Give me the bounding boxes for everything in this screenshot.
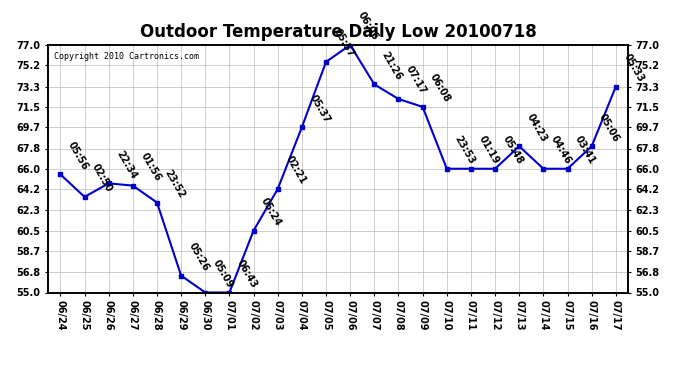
- Text: 02:21: 02:21: [284, 154, 308, 186]
- Text: 05:57: 05:57: [332, 27, 356, 59]
- Text: 05:24: 05:24: [259, 196, 284, 228]
- Text: 05:09: 05:09: [211, 258, 235, 290]
- Text: 05:26: 05:26: [187, 241, 211, 273]
- Text: 04:23: 04:23: [525, 112, 549, 144]
- Text: Copyright 2010 Cartronics.com: Copyright 2010 Cartronics.com: [54, 53, 199, 62]
- Text: 02:50: 02:50: [90, 162, 115, 194]
- Title: Outdoor Temperature Daily Low 20100718: Outdoor Temperature Daily Low 20100718: [140, 22, 537, 40]
- Text: 06:08: 06:08: [428, 72, 453, 104]
- Text: 01:19: 01:19: [477, 134, 501, 166]
- Text: 07:17: 07:17: [404, 64, 428, 96]
- Text: 06:06: 06:06: [356, 10, 380, 42]
- Text: 05:56: 05:56: [66, 140, 90, 172]
- Text: 22:34: 22:34: [115, 149, 139, 181]
- Text: 23:53: 23:53: [453, 134, 477, 166]
- Text: 05:33: 05:33: [622, 52, 646, 84]
- Text: 04:46: 04:46: [549, 134, 573, 166]
- Text: 05:37: 05:37: [308, 93, 332, 124]
- Text: 06:43: 06:43: [235, 258, 259, 290]
- Text: 21:26: 21:26: [380, 50, 404, 82]
- Text: 05:06: 05:06: [598, 112, 622, 144]
- Text: 05:48: 05:48: [501, 134, 525, 166]
- Text: 01:56: 01:56: [139, 151, 163, 183]
- Text: 23:52: 23:52: [163, 168, 187, 200]
- Text: 03:41: 03:41: [573, 134, 598, 166]
